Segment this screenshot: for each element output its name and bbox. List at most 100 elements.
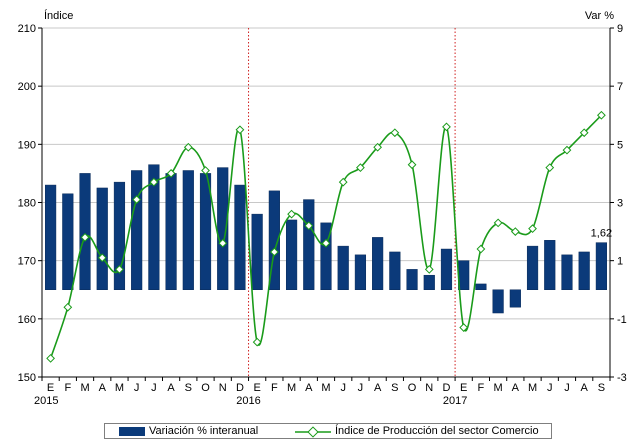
legend-swatch-line	[295, 426, 331, 438]
bar	[131, 170, 143, 290]
month-label: O	[201, 382, 210, 394]
year-label: 2015	[34, 395, 58, 407]
gridlines	[42, 27, 610, 378]
line-point	[510, 227, 520, 236]
line-point	[493, 218, 503, 228]
bar	[148, 164, 160, 290]
month-label: M	[287, 382, 296, 394]
line-point	[545, 163, 555, 172]
month-label: J	[340, 382, 346, 394]
line-point	[287, 209, 296, 219]
left-tick-label: 150	[18, 372, 36, 384]
bar-series	[45, 164, 607, 314]
bar	[406, 269, 418, 290]
bar	[113, 181, 126, 290]
month-label: A	[99, 382, 107, 394]
bar	[320, 222, 332, 291]
bar	[251, 213, 263, 290]
month-label: O	[408, 382, 417, 394]
right-tick-label: -3	[617, 372, 627, 384]
month-label: M	[115, 382, 124, 394]
bar	[234, 184, 246, 290]
line-point	[338, 177, 348, 187]
right-tick-label: 5	[617, 139, 623, 151]
month-label: A	[167, 382, 175, 394]
left-tick-label: 200	[18, 81, 36, 93]
bar	[595, 242, 607, 290]
line-point	[63, 302, 73, 312]
line-point	[252, 337, 262, 347]
month-label: E	[47, 382, 54, 394]
axes	[38, 27, 614, 381]
left-tick-label: 170	[18, 256, 36, 268]
year-label: 2016	[236, 395, 260, 407]
right-tick-label: -1	[617, 314, 627, 326]
line-point	[269, 247, 279, 257]
bar	[337, 245, 349, 290]
line-point	[201, 166, 210, 175]
year-dividers	[248, 28, 456, 377]
line-point	[183, 142, 193, 152]
year-label: 2017	[443, 395, 467, 407]
month-label: M	[528, 382, 537, 394]
bar	[45, 184, 57, 290]
legend-label-line: Índice de Producción del sector Comercio	[335, 425, 539, 437]
month-label: S	[391, 382, 398, 394]
line-point	[562, 145, 572, 155]
bar	[475, 283, 487, 290]
month-label: A	[374, 382, 382, 394]
month-label: A	[581, 382, 589, 394]
bar	[285, 219, 298, 290]
month-label: M	[321, 382, 330, 394]
month-label: M	[494, 382, 503, 394]
bar	[372, 237, 384, 290]
bar	[561, 254, 573, 291]
left-axis-label: Índice	[44, 9, 73, 22]
month-label: S	[598, 382, 605, 394]
line-point	[390, 128, 400, 138]
left-tick-label: 160	[18, 314, 36, 326]
line-point	[442, 122, 451, 132]
line-point	[97, 253, 107, 263]
line-point	[528, 224, 537, 234]
bar	[544, 240, 556, 290]
line-point	[115, 265, 124, 274]
line-point	[80, 233, 90, 242]
legend-swatch-bar	[119, 427, 145, 436]
left-tick-label: 180	[18, 198, 36, 210]
month-label: J	[134, 382, 140, 394]
line-point	[356, 163, 365, 172]
legend: Variación % interanual Índice de Producc…	[104, 423, 552, 439]
bar	[96, 187, 108, 290]
month-label: J	[358, 382, 364, 394]
line-point	[218, 238, 228, 248]
month-label: J	[547, 382, 553, 394]
month-label: E	[460, 382, 467, 394]
line-point	[166, 169, 176, 178]
line-point	[373, 142, 383, 152]
bar	[423, 274, 435, 291]
right-axis-label: Var %	[585, 10, 614, 22]
line-point	[321, 238, 331, 248]
line-point	[597, 110, 606, 120]
month-label: F	[64, 382, 71, 394]
line-point	[235, 125, 245, 135]
month-label: J	[564, 382, 570, 394]
line-point	[304, 221, 314, 231]
bar	[79, 173, 91, 291]
right-tick-label: 3	[617, 198, 623, 210]
bar	[440, 248, 453, 291]
line-point	[46, 354, 55, 363]
bar	[217, 167, 229, 291]
month-label: D	[236, 382, 244, 394]
bar	[62, 193, 74, 290]
line-point	[476, 244, 486, 254]
month-label: N	[219, 382, 227, 394]
bar	[389, 251, 401, 290]
month-label: A	[512, 382, 520, 394]
month-label: D	[443, 382, 451, 394]
bar	[578, 251, 590, 290]
month-label: S	[185, 382, 192, 394]
month-label: E	[253, 382, 260, 394]
